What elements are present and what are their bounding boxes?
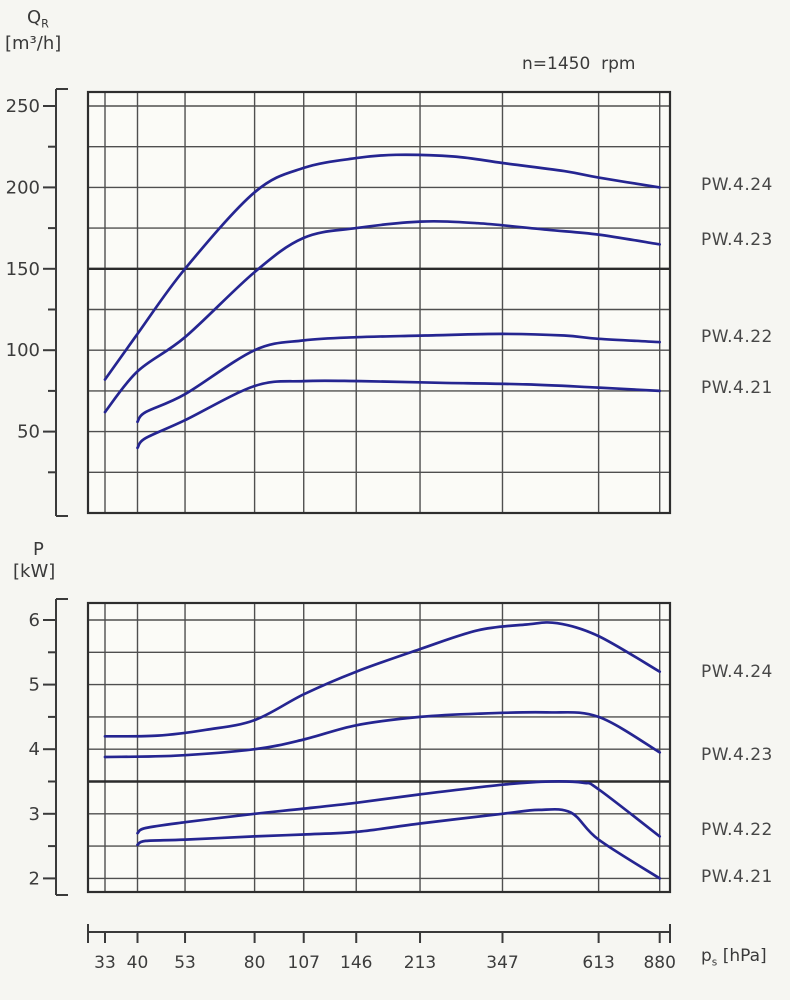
y-tick-label: 100	[6, 340, 40, 361]
curve-label-bottom-pw422: PW.4.22	[701, 820, 773, 840]
curve-label-bottom-pw424: PW.4.24	[701, 662, 773, 682]
speed-annotation: n=1450 rpm	[522, 54, 636, 74]
x-tick-label: 347	[486, 953, 518, 973]
plot-border-1	[86, 601, 672, 894]
curve-pw421	[136, 807, 662, 880]
y-tick-label: 5	[29, 675, 40, 696]
flow-axis-unit: [m³/h]	[5, 33, 62, 54]
curve-label-top-pw421: PW.4.21	[701, 378, 773, 398]
curve-pw424	[103, 621, 662, 738]
x-axis	[87, 924, 671, 943]
curve-label-bottom-pw423: PW.4.23	[701, 745, 773, 765]
pressure-symbol-subscript: s	[711, 956, 718, 969]
curve-pw422	[136, 780, 662, 838]
y-tick-label: 150	[6, 259, 40, 280]
curve-label-top-pw422: PW.4.22	[701, 327, 773, 347]
y-tick-label: 250	[6, 96, 40, 117]
y-tick-label: 200	[6, 177, 40, 198]
x-tick-label: 33	[94, 953, 116, 973]
plot-area-1	[88, 603, 670, 892]
x-tick-label: 107	[288, 953, 320, 973]
y-tick-label: 6	[29, 610, 40, 631]
x-tick-label: 40	[127, 953, 149, 973]
y-axis-0	[43, 88, 68, 517]
curve-label-bottom-pw421: PW.4.21	[701, 867, 773, 887]
x-tick-label: 146	[340, 953, 372, 973]
pressure-axis-label: ps [hPa]	[701, 946, 767, 968]
curve-pw421	[136, 379, 662, 450]
y-tick-label: 50	[17, 422, 40, 443]
x-tick-label: 613	[582, 953, 614, 973]
curve-pw422	[136, 332, 662, 424]
y-tick-label: 2	[29, 868, 40, 889]
x-tick-label: 80	[244, 953, 266, 973]
pressure-unit: [hPa]	[717, 946, 767, 966]
power-axis-title: P	[33, 539, 44, 560]
x-tick-label: 53	[174, 953, 196, 973]
y-tick-label: 4	[29, 739, 40, 760]
curve-pw424	[103, 153, 662, 381]
curve-label-top-pw423: PW.4.23	[701, 230, 773, 250]
flow-symbol: Q	[27, 7, 42, 28]
curve-label-top-pw424: PW.4.24	[701, 175, 773, 195]
y-tick-label: 3	[29, 804, 40, 825]
pressure-symbol: p	[701, 946, 712, 966]
flow-axis-title: QR	[27, 7, 49, 31]
flow-symbol-subscript: R	[41, 17, 49, 31]
curve-pw423	[103, 219, 662, 414]
power-axis-unit: [kW]	[13, 561, 56, 582]
y-axis-1	[43, 598, 68, 896]
x-tick-label: 880	[643, 953, 675, 973]
x-tick-label: 213	[404, 953, 436, 973]
plot-border-0	[86, 90, 672, 515]
curve-pw423	[103, 710, 662, 759]
